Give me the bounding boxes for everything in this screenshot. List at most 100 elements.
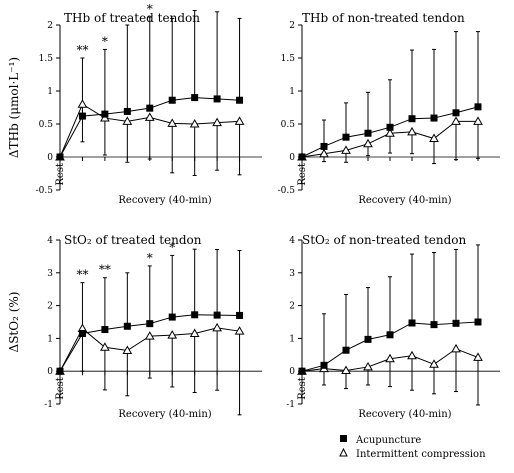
point-acupuncture: [452, 319, 460, 327]
chart-title: THb of treated tendon: [64, 11, 200, 25]
point-acupuncture: [213, 95, 221, 103]
point-acupuncture: [430, 114, 438, 122]
rest-label: Rest: [297, 163, 308, 186]
point-compression: [167, 330, 178, 339]
y-axis-label: ΔTHb (μmol·L⁻¹): [7, 57, 21, 158]
y-tick-label: 0.5: [39, 120, 54, 130]
point-acupuncture: [452, 109, 460, 117]
point-acupuncture: [146, 320, 154, 328]
y-tick-label: 1.5: [39, 54, 54, 64]
point-compression: [167, 118, 178, 127]
point-acupuncture: [364, 129, 372, 137]
x-axis-label: Recovery (40-min): [118, 409, 211, 420]
point-compression: [407, 350, 417, 360]
point-acupuncture: [236, 96, 244, 104]
point-compression: [363, 361, 373, 371]
legend-compression-marker: [339, 447, 348, 457]
point-acupuncture: [364, 335, 372, 343]
y-tick-label: 1: [47, 334, 53, 344]
y-tick-label: 2: [289, 21, 295, 31]
point-acupuncture: [146, 104, 154, 112]
y-tick-label: -0.5: [278, 186, 296, 196]
point-compression: [473, 352, 483, 361]
point-compression: [341, 365, 351, 375]
point-acupuncture: [342, 346, 350, 354]
point-acupuncture: [320, 142, 328, 150]
y-tick-label: 1: [47, 87, 53, 97]
point-acupuncture: [342, 133, 350, 141]
point-acupuncture: [123, 322, 131, 330]
point-acupuncture: [191, 311, 199, 319]
chart-panel-thb-treated: -0.5 0 0.5 1 1.5 2 THb of treated tendon ΔTHb (…: [7, 2, 262, 206]
y-tick-label: 4: [289, 236, 295, 246]
rest-label: Rest: [55, 377, 66, 400]
point-compression: [451, 116, 461, 125]
point-acupuncture: [168, 313, 176, 321]
point-acupuncture: [78, 112, 86, 120]
point-acupuncture: [386, 331, 394, 339]
point-compression: [363, 138, 373, 148]
panels-layer: -0.5 0 0.5 1 1.5 2 THb of treated tendon ΔTHb (…: [7, 2, 500, 420]
point-acupuncture: [386, 123, 394, 131]
y-tick-label: 4: [47, 236, 53, 246]
significance-marker: *: [147, 2, 153, 16]
point-acupuncture: [123, 107, 131, 115]
chart-panel-sto2-nontreated: -1 0 1 2 3 4 StO₂ of non-treated tendon Recover…: [286, 233, 500, 420]
point-compression: [189, 118, 200, 128]
y-tick-label: 0: [289, 153, 295, 163]
x-axis-label: Recovery (40-min): [358, 195, 451, 206]
point-compression: [341, 145, 351, 154]
point-compression: [385, 128, 395, 137]
point-acupuncture: [320, 361, 328, 369]
significance-marker: *: [102, 34, 108, 48]
point-acupuncture: [191, 94, 199, 102]
point-acupuncture: [408, 319, 416, 327]
point-compression: [429, 359, 439, 368]
point-compression: [122, 116, 133, 125]
legend-acupuncture-marker: [340, 435, 347, 442]
point-acupuncture: [408, 115, 416, 123]
y-tick-label: 3: [289, 269, 295, 279]
significance-marker: **: [76, 43, 88, 57]
chart-title: THb of non-treated tendon: [302, 11, 465, 25]
point-acupuncture: [236, 311, 244, 319]
point-compression: [77, 99, 88, 108]
point-acupuncture: [474, 318, 482, 326]
point-compression: [234, 116, 245, 125]
y-tick-label: 0.5: [281, 120, 296, 130]
legend: Acupuncture Intermittent compression: [339, 435, 486, 460]
point-acupuncture: [213, 311, 221, 319]
significance-marker: *: [169, 240, 175, 254]
point-compression: [407, 126, 417, 136]
point-compression: [189, 328, 200, 337]
x-axis-label: Recovery (40-min): [118, 195, 211, 206]
chart-panel-thb-nontreated: -0.5 0 0.5 1 1.5 2 THb of non-treated tendon Re…: [278, 11, 500, 206]
significance-marker: *: [147, 251, 153, 265]
point-acupuncture: [168, 96, 176, 104]
point-acupuncture: [56, 153, 64, 161]
legend-acupuncture-label: Acupuncture: [355, 435, 421, 446]
y-tick-label: 0: [47, 367, 53, 377]
point-acupuncture: [298, 153, 306, 161]
point-compression: [385, 353, 395, 363]
point-compression: [429, 133, 439, 143]
y-tick-label: -0.5: [36, 186, 54, 196]
y-tick-label: 2: [47, 21, 53, 31]
y-axis-label: ΔStO₂ (%): [7, 292, 21, 353]
point-compression: [100, 342, 110, 351]
point-acupuncture: [430, 321, 438, 329]
y-tick-label: 2: [289, 302, 295, 312]
significance-marker: **: [99, 263, 111, 277]
chart-title: StO₂ of treated tendon: [64, 233, 202, 247]
point-compression: [212, 322, 222, 332]
y-tick-label: 0: [47, 153, 53, 163]
point-compression: [212, 117, 222, 127]
chart-panel-sto2-treated: -1 0 1 2 3 4 StO₂ of treated tendon ΔStO₂ (%) Re…: [7, 233, 262, 420]
point-acupuncture: [298, 367, 306, 375]
y-tick-label: 1: [289, 87, 295, 97]
significance-marker: **: [76, 268, 88, 282]
point-compression: [451, 343, 461, 353]
point-acupuncture: [101, 326, 109, 334]
point-compression: [319, 148, 329, 158]
